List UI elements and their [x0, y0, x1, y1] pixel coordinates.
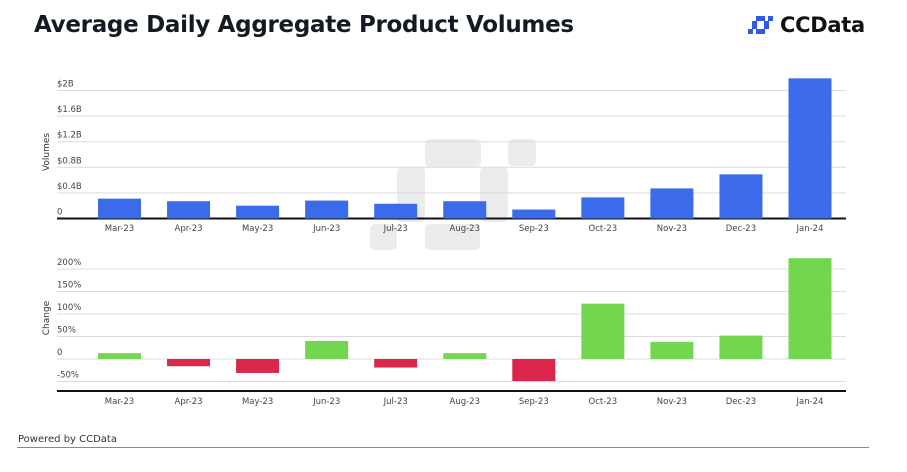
x-tick-label: Mar-23 — [105, 397, 134, 407]
change-bar-sep-23 — [512, 359, 556, 382]
y-tick-label: 200% — [57, 258, 81, 268]
change-bar-jul-23 — [374, 359, 418, 368]
volume-bar-mar-23 — [98, 198, 141, 219]
volume-bar-dec-23 — [719, 174, 763, 219]
x-tick-label: Jan-24 — [796, 397, 824, 407]
volume-bar-jul-23 — [374, 203, 418, 219]
volume-bar-aug-23 — [443, 201, 487, 219]
x-tick-label: Dec-23 — [726, 397, 756, 407]
volume-bar-jan-24 — [788, 78, 832, 219]
watermark-block — [425, 224, 480, 250]
x-tick-label: Aug-23 — [450, 397, 480, 407]
change-bar-jun-23 — [305, 341, 349, 359]
change-bar-nov-23 — [650, 341, 694, 359]
x-tick-label: May-23 — [242, 224, 273, 234]
volume-bar-may-23 — [236, 205, 280, 219]
y-tick-label: 0 — [57, 348, 62, 358]
y-tick-label: $0.8B — [57, 156, 82, 166]
y-tick-label: $2B — [57, 80, 74, 90]
change-bar-oct-23 — [581, 303, 625, 359]
watermark-block — [425, 139, 481, 167]
change-chart: Mar-23 Apr-23 May-23 Jun-23 Jul-23 Aug-23 Sep-… — [42, 258, 846, 407]
x-tick-label: Aug-23 — [450, 224, 480, 234]
y-tick-label: $0.4B — [57, 182, 82, 192]
footer-credit: Powered by CCData — [18, 434, 117, 445]
change-bar-jan-24 — [788, 258, 832, 359]
change-bar-dec-23 — [719, 335, 763, 359]
change-bar-aug-23 — [443, 353, 487, 359]
logo-text: CCData — [780, 13, 865, 37]
footer-divider — [17, 447, 869, 448]
change-bar-may-23 — [236, 359, 280, 373]
volume-bar-jun-23 — [305, 200, 349, 219]
ccdata-logo-icon — [748, 16, 773, 34]
volume-bar-nov-23 — [650, 188, 694, 219]
x-tick-label: Nov-23 — [657, 224, 687, 234]
brand-logo: CCData — [748, 13, 865, 37]
watermark-block — [480, 167, 508, 222]
x-tick-label: Oct-23 — [589, 224, 618, 234]
y-tick-label: 150% — [57, 281, 81, 291]
x-tick-label: Mar-23 — [105, 224, 134, 234]
y-tick-label: $1.2B — [57, 131, 82, 141]
x-tick-label: May-23 — [242, 397, 273, 407]
y-tick-label: 50% — [57, 326, 76, 336]
x-tick-label: Jun-23 — [312, 224, 340, 234]
y-tick-label: $1.6B — [57, 105, 82, 115]
x-tick-label: Jun-23 — [312, 397, 340, 407]
volume-bar-oct-23 — [581, 197, 625, 219]
change-bar-apr-23 — [167, 359, 211, 367]
x-tick-label: Sep-23 — [519, 224, 549, 234]
volume-bar-apr-23 — [167, 201, 211, 219]
x-tick-label: Apr-23 — [175, 397, 203, 407]
x-tick-label: Jul-23 — [383, 224, 408, 234]
y-tick-label: 100% — [57, 303, 81, 313]
chart-title: Average Daily Aggregate Product Volumes — [34, 12, 574, 38]
y-tick-label: 0 — [57, 208, 62, 218]
y-tick-label: -50% — [57, 371, 79, 381]
x-tick-label: Nov-23 — [657, 397, 687, 407]
volumes-chart: Mar-23 Apr-23 May-23 Jun-23 Jul-23 Aug-23 Sep-… — [42, 78, 846, 234]
y-axis-label-volumes: Volumes — [42, 133, 52, 171]
x-tick-label: Oct-23 — [589, 397, 618, 407]
volume-bar-sep-23 — [512, 209, 556, 219]
x-tick-label: Apr-23 — [175, 224, 203, 234]
y-axis-label-change: Change — [42, 300, 52, 335]
x-tick-label: Dec-23 — [726, 224, 756, 234]
watermark-block — [370, 224, 397, 250]
watermark-block — [508, 139, 536, 166]
x-tick-label: Jul-23 — [383, 397, 408, 407]
change-bar-mar-23 — [98, 353, 141, 359]
x-tick-label: Sep-23 — [519, 397, 549, 407]
x-tick-label: Jan-24 — [796, 224, 824, 234]
